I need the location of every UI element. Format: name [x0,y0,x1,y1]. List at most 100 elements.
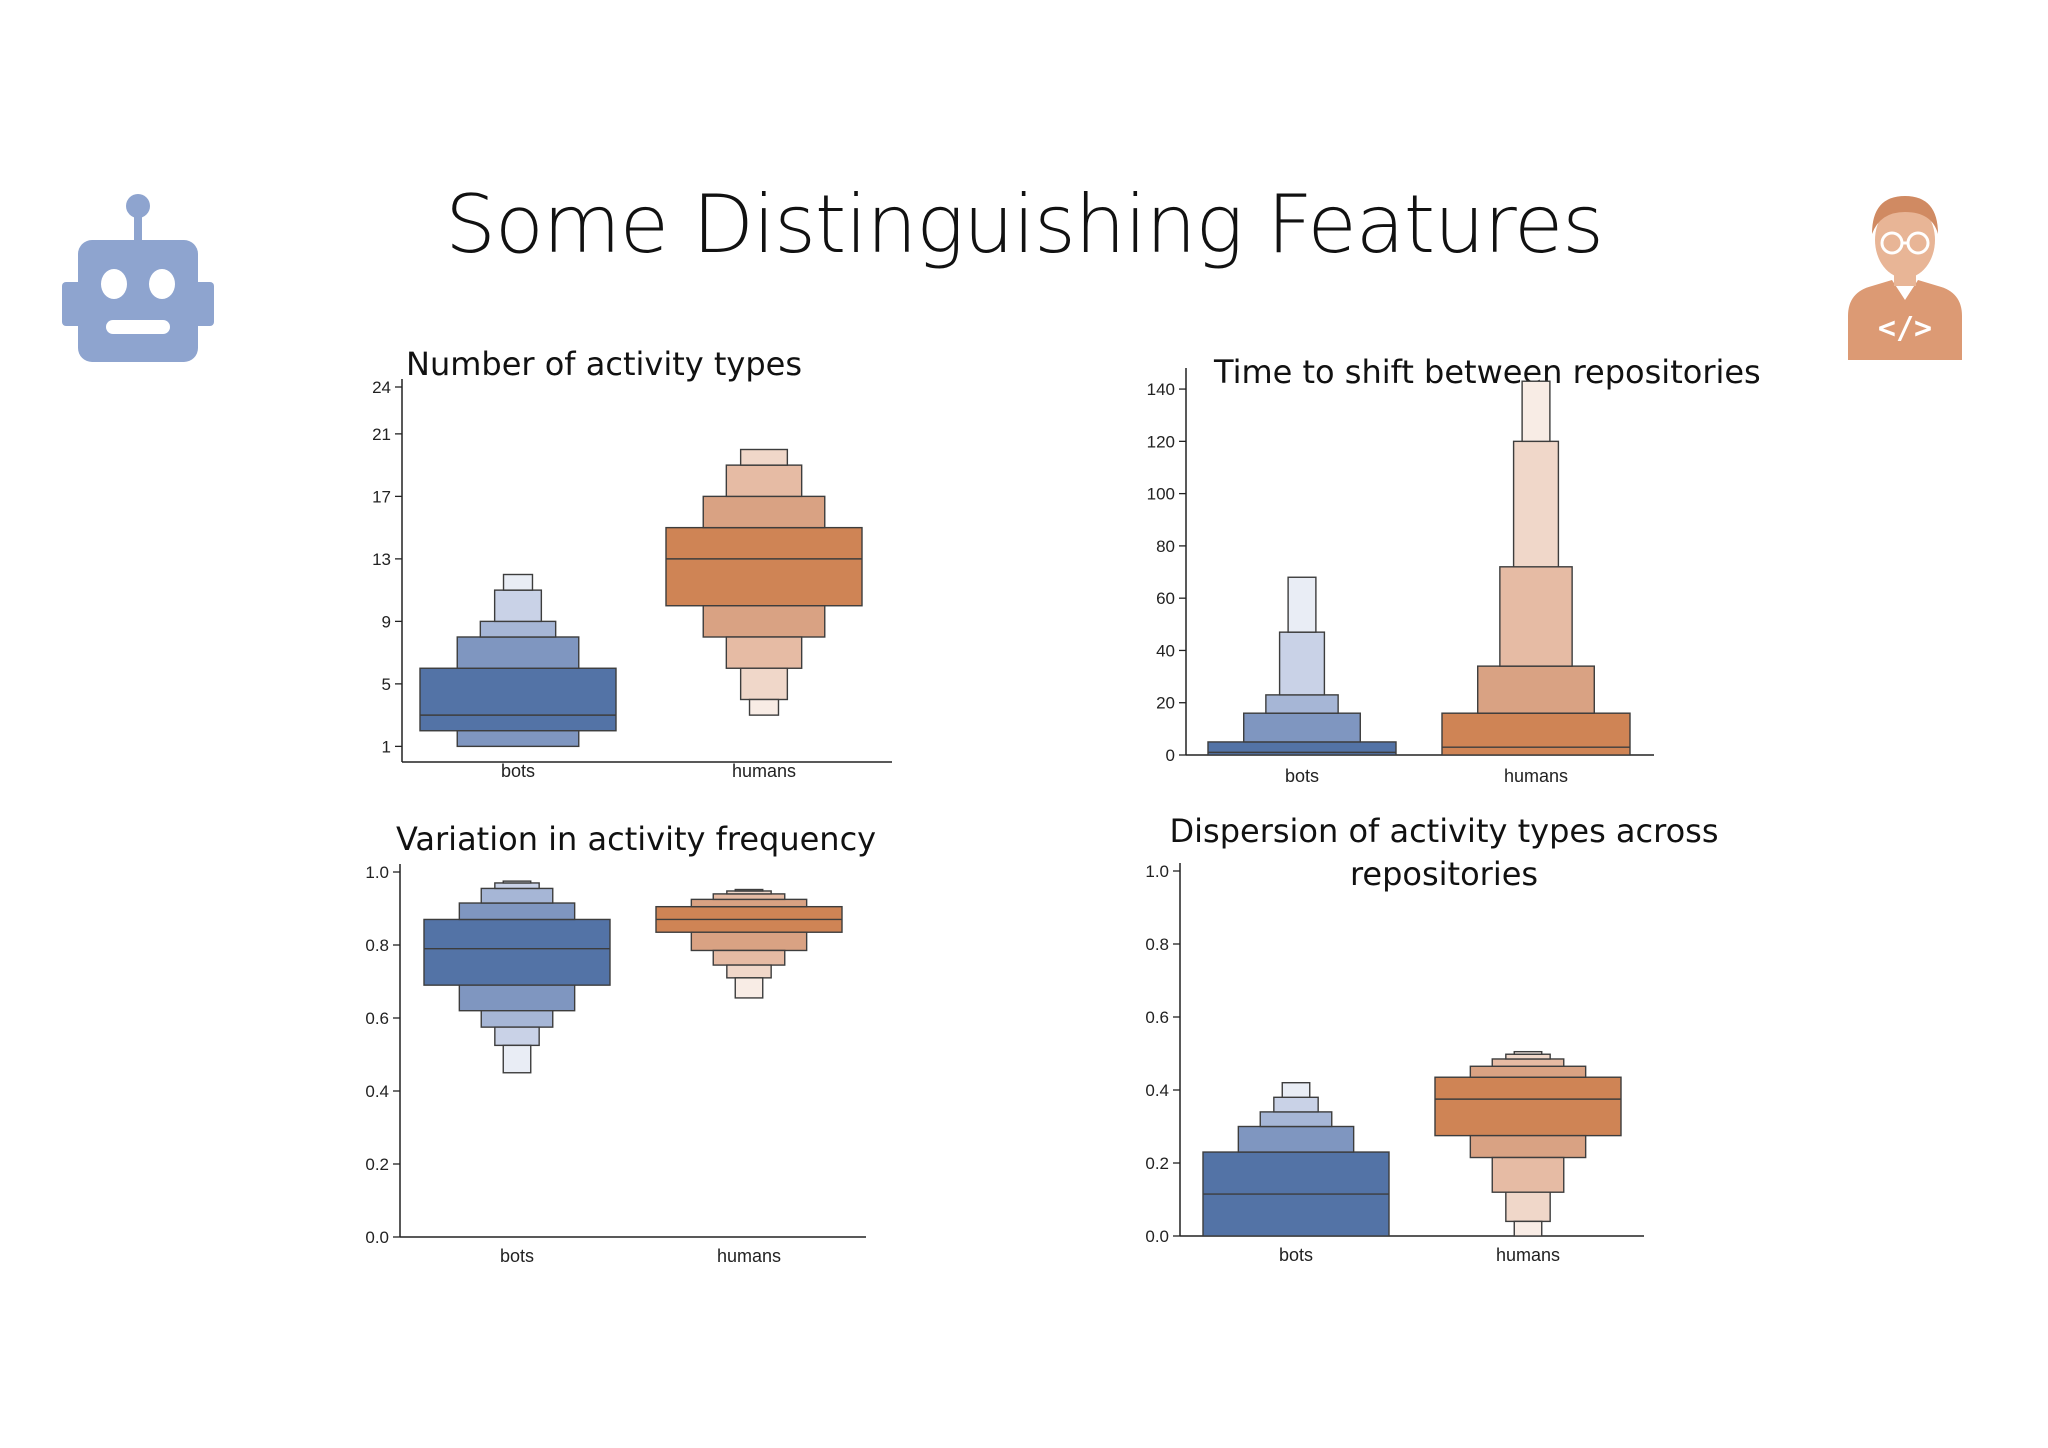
y-tick-label: 0.6 [365,1009,389,1028]
humans-box-level-2 [712,949,786,966]
humans-box-level-2 [725,636,803,669]
bots-box-level-1 [456,636,580,669]
chart-title: Variation in activity frequency [396,820,876,858]
y-tick-label: 5 [382,675,391,694]
bots-box-level-3 [494,1026,540,1047]
bots-box-level-4 [502,1044,532,1074]
humans-box-level-3 [739,448,789,466]
x-category-label: humans [732,761,796,781]
humans-box-level-4 [1513,1050,1543,1055]
chart-title: Number of activity types [406,345,802,383]
bots-box-level-4 [502,573,534,591]
y-tick-label: 0.0 [365,1228,389,1247]
humans-box-level-0 [665,526,863,607]
y-tick-label: 0.2 [365,1155,389,1174]
developer-icon: </> [1848,196,1962,360]
humans-box-level-4 [1521,380,1551,443]
humans-box-level-0 [1441,712,1631,756]
humans-box-level-2 [1491,1156,1565,1193]
bots-box-level-2 [479,620,557,638]
y-tick-label: 0 [1166,746,1175,765]
svg-text:</>: </> [1878,311,1932,346]
bots-box-level-1 [458,984,576,1012]
y-tick-label: 0.6 [1145,1008,1169,1027]
humans-box-level-3 [726,964,772,979]
bots-box-level-1 [1243,712,1361,743]
robot-icon [62,194,214,362]
humans-box-level-3 [1505,1053,1551,1060]
humans-box-level-1 [690,931,808,952]
x-category-label: bots [500,1246,534,1266]
humans-box-level-4 [748,698,780,716]
bots-box-level-3 [1273,1096,1319,1113]
humans-box-level-3 [1505,1191,1551,1223]
bots-box-level-4 [1281,1082,1311,1099]
x-category-label: bots [1279,1245,1313,1265]
x-category-label: humans [1496,1245,1560,1265]
x-category-label: humans [1504,766,1568,786]
y-tick-label: 40 [1156,641,1175,660]
humans-box-level-1 [1477,665,1595,714]
x-category-label: bots [501,761,535,781]
y-tick-label: 9 [382,612,391,631]
humans-box-level-2 [1499,566,1573,667]
y-tick-label: 0.2 [1145,1154,1169,1173]
humans-box-level-1 [702,605,826,638]
humans-box-level-0 [1434,1076,1622,1137]
humans-box-level-1 [690,898,808,908]
humans-box-level-4 [734,888,764,892]
chart-shift-time: Time to shift between repositories 0 20 40… [1147,353,1761,786]
bots-box-level-3 [494,882,540,890]
humans-box-level-4 [734,977,764,999]
bots-box-level-3 [493,589,543,623]
chart-dispersion: Dispersion of activity types across repo… [1145,812,1719,1265]
humans-box-level-2 [725,464,803,498]
y-tick-label: 100 [1147,485,1175,504]
chart-frequency-variation: Variation in activity frequency 0.0 0.2 0.… [365,820,876,1266]
humans-box-level-1 [1469,1065,1587,1078]
chart-title-line-1: Dispersion of activity types across [1170,812,1719,850]
bots-box-level-1 [1237,1125,1355,1153]
y-tick-label: 0.4 [365,1082,389,1101]
y-tick-label: 20 [1156,694,1175,713]
humans-box-level-2 [712,893,786,901]
humans-box-level-2 [1491,1058,1565,1067]
humans-box-level-3 [1512,440,1560,568]
bots-box-level-2 [1259,1111,1333,1128]
bots-box-level-4 [1287,576,1317,633]
y-tick-label: 1.0 [1145,862,1169,881]
bots-box-level-3 [1278,631,1326,696]
y-tick-label: 21 [372,425,391,444]
bots-box-level-1 [458,902,576,921]
bots-box-level-0 [423,918,611,986]
y-tick-label: 120 [1147,432,1175,451]
bots-box-level-2 [480,887,554,904]
bots-box-level-1 [456,730,580,748]
y-tick-label: 24 [372,378,391,397]
y-tick-label: 0.4 [1145,1081,1169,1100]
y-tick-label: 1 [382,737,391,756]
bots-box-level-2 [1265,694,1339,714]
bots-box-level-0 [419,667,617,732]
y-tick-label: 1.0 [365,863,389,882]
x-category-label: humans [717,1246,781,1266]
x-category-label: bots [1285,766,1319,786]
bots-box-level-2 [480,1009,554,1028]
y-tick-label: 80 [1156,537,1175,556]
y-tick-label: 60 [1156,589,1175,608]
humans-box-level-4 [1513,1220,1543,1237]
y-tick-label: 0.8 [1145,935,1169,954]
bots-box-level-4 [502,880,532,884]
y-tick-label: 0.0 [1145,1227,1169,1246]
humans-box-level-3 [739,667,789,701]
y-tick-label: 17 [372,487,391,506]
chart-title-line-2: repositories [1350,855,1538,893]
humans-box-level-1 [702,495,826,529]
y-tick-label: 13 [372,550,391,569]
slide-title: Some Distinguishing Features [445,178,1604,271]
y-tick-label: 140 [1147,380,1175,399]
y-tick-label: 0.8 [365,936,389,955]
chart-activity-types: Number of activity types 1 5 9 13 17 21 24 bot… [372,345,892,781]
chart-title: Time to shift between repositories [1213,353,1761,391]
